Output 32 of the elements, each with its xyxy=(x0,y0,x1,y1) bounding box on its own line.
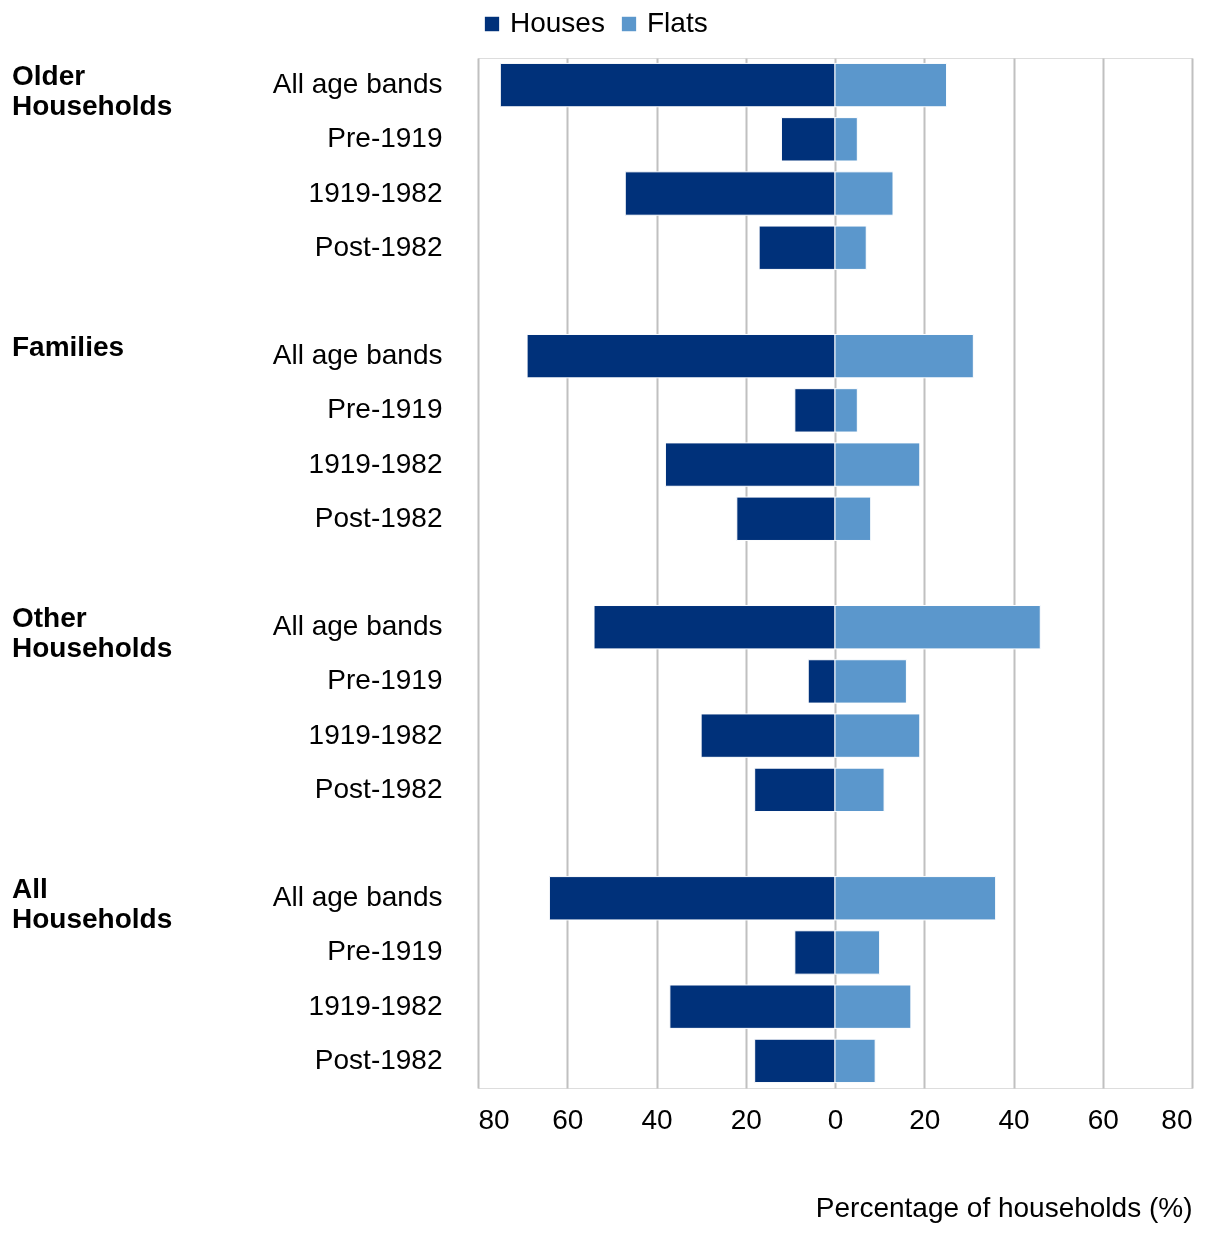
text: All Households xyxy=(12,873,173,935)
x-tick-label: 60 xyxy=(552,1103,584,1135)
y-tick-label: All age bands xyxy=(272,881,443,913)
y-tick-label: Pre-1919 xyxy=(327,664,443,696)
y-tick-label: Post-1982 xyxy=(314,1043,443,1075)
legend-label: Houses xyxy=(510,7,605,38)
x-tick-label: 40 xyxy=(641,1103,673,1135)
y-tick-label: Post-1982 xyxy=(314,230,443,262)
y-tick-label: Pre-1919 xyxy=(327,122,443,154)
y-tick-label: All age bands xyxy=(272,68,443,100)
text: Other Households xyxy=(12,602,173,664)
x-tick-label: 20 xyxy=(909,1103,941,1135)
y-tick-label: All age bands xyxy=(272,339,443,371)
x-axis-title: Percentage of households (%) xyxy=(815,1191,1193,1223)
y-tick-label: Pre-1919 xyxy=(327,935,443,967)
y-tick-label: 1919-1982 xyxy=(308,989,443,1021)
y-tick-label: All age bands xyxy=(272,610,443,642)
x-tick-label: 80 xyxy=(478,1103,510,1135)
x-tick-label: 40 xyxy=(998,1103,1030,1135)
text: Families xyxy=(12,331,125,363)
y-tick-label: Post-1982 xyxy=(314,772,443,804)
x-tick-label: 60 xyxy=(1087,1103,1119,1135)
y-tick-label: Post-1982 xyxy=(314,501,443,533)
legend-label: Flats xyxy=(647,7,708,38)
text: Older Households xyxy=(12,60,173,122)
x-tick-label: 20 xyxy=(730,1103,762,1135)
y-tick-label: 1919-1982 xyxy=(308,447,443,479)
y-tick-label: 1919-1982 xyxy=(308,718,443,750)
y-tick-label: 1919-1982 xyxy=(308,176,443,208)
x-tick-label: 80 xyxy=(1161,1103,1193,1135)
y-tick-label: Pre-1919 xyxy=(327,393,443,425)
x-tick-label: 0 xyxy=(827,1103,844,1135)
